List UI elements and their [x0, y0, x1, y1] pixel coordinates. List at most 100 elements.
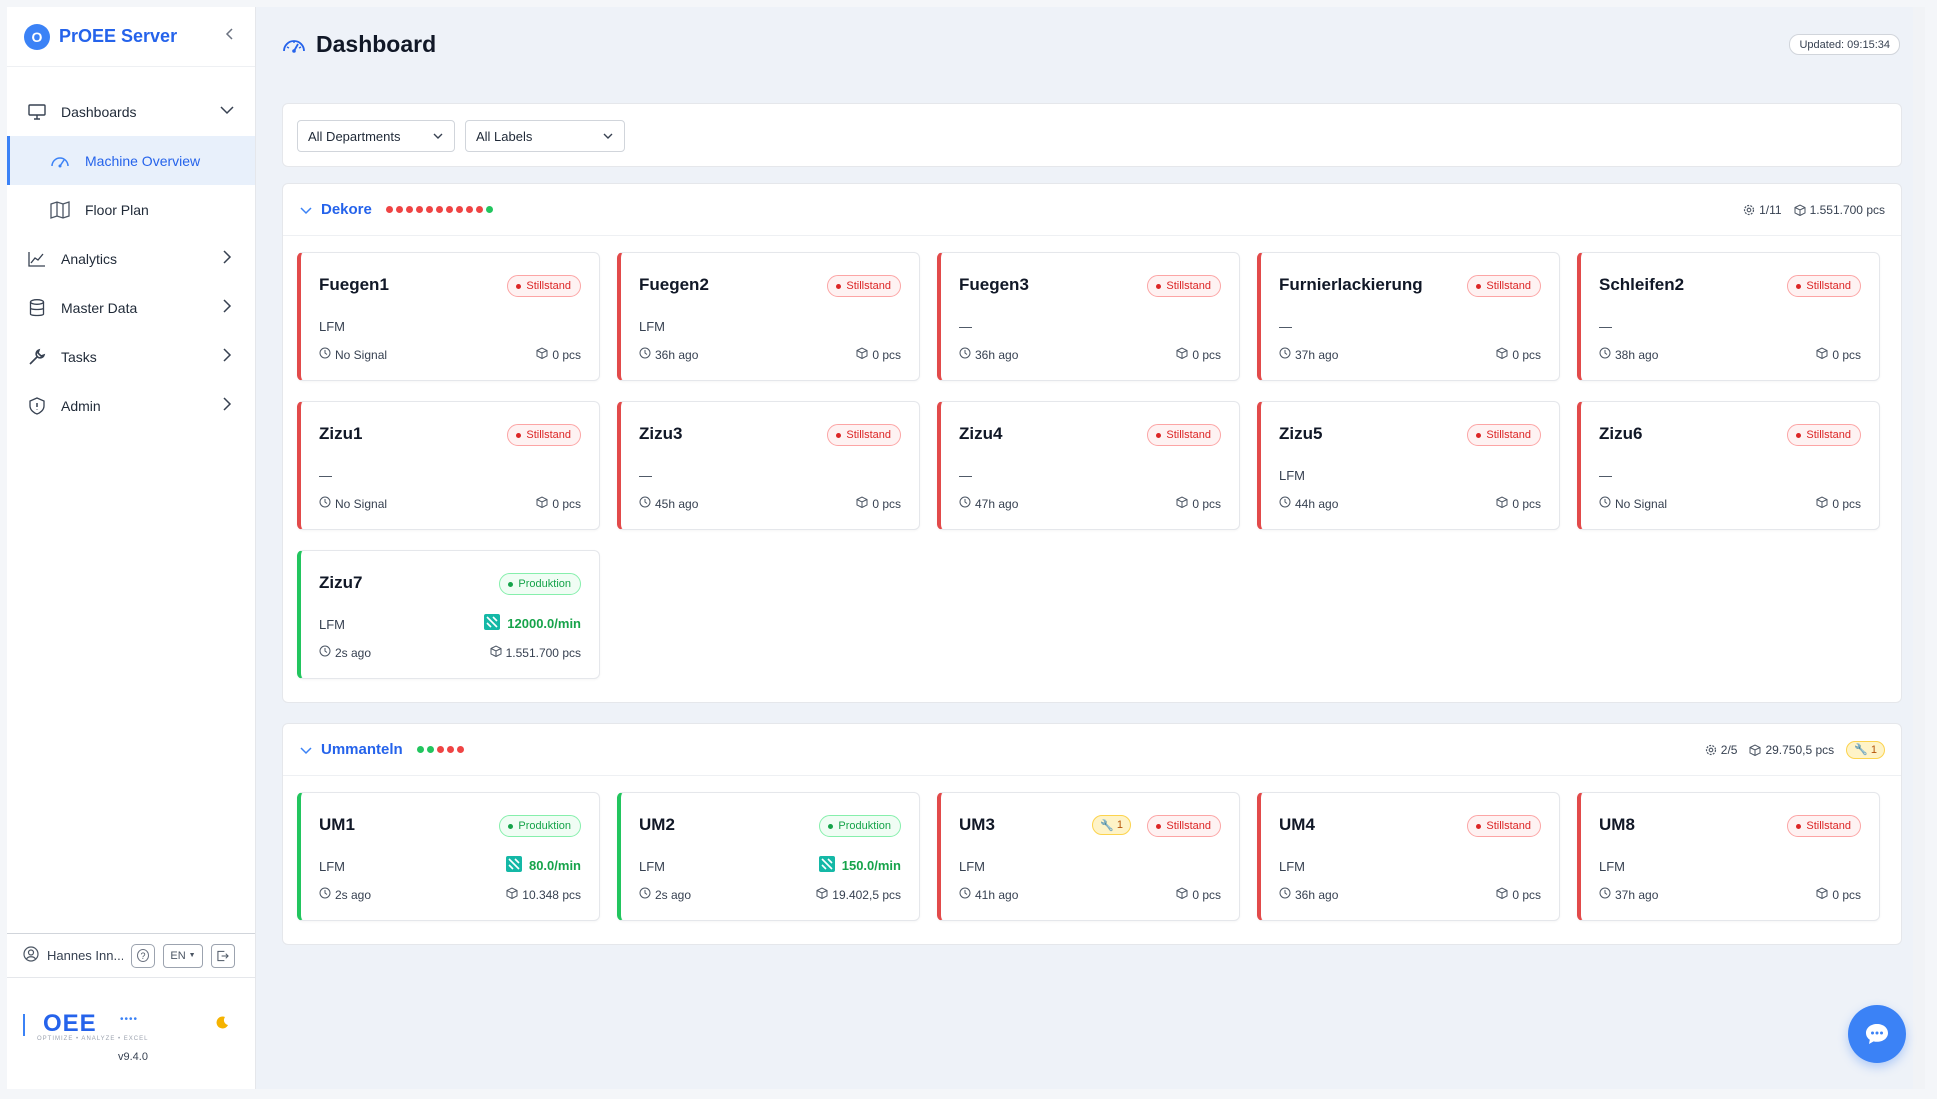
sidebar-item-label: Master Data	[61, 299, 138, 316]
machine-card[interactable]: Zizu6 Stillstand — No Signal 0 pcs	[1577, 401, 1880, 530]
machine-unit: —	[959, 468, 972, 483]
group-header[interactable]: Dekore 1/11 1.551.700 pcs	[283, 184, 1901, 236]
moon-icon[interactable]	[215, 1016, 229, 1033]
sidebar-item-master-data[interactable]: Master Data	[7, 283, 255, 332]
clock-icon	[959, 347, 971, 362]
machine-card[interactable]: UM4 Stillstand LFM 36h ago 0 pcs	[1257, 792, 1560, 921]
status-label: Stillstand	[1806, 820, 1851, 832]
label-select[interactable]: All Labels	[465, 120, 625, 152]
piece-count: 0 pcs	[1816, 496, 1861, 511]
box-icon	[536, 347, 548, 362]
machine-card[interactable]: Fuegen1 Stillstand LFM No Signal 0 pcs	[297, 252, 600, 381]
rate-icon	[818, 855, 836, 876]
machine-card[interactable]: Zizu1 Stillstand — No Signal 0 pcs	[297, 401, 600, 530]
machine-name: Furnierlackierung	[1279, 275, 1423, 294]
piece-count-value: 0 pcs	[1832, 887, 1861, 902]
status-badge: Stillstand	[1467, 275, 1541, 297]
pieces-total: 29.750,5 pcs	[1749, 743, 1834, 757]
chevron-right-icon[interactable]	[219, 347, 235, 366]
status-dot	[516, 432, 522, 438]
status-badge: Stillstand	[507, 275, 581, 297]
machine-card[interactable]: Zizu3 Stillstand —45h ago 0 pcs	[617, 401, 920, 530]
pieces-total-value: 1.551.700 pcs	[1809, 202, 1885, 217]
scrollbar[interactable]	[1913, 7, 1925, 1089]
task-badge[interactable]: 🔧 1	[1846, 740, 1885, 759]
machine-card[interactable]: Furnierlackierung Stillstand —37h ago 0 pcs	[1257, 252, 1560, 381]
chevron-down-icon[interactable]	[299, 203, 313, 217]
clock-icon	[959, 496, 971, 511]
last-signal-value: 41h ago	[975, 887, 1019, 902]
machine-card[interactable]: Zizu4 Stillstand —47h ago 0 pcs	[937, 401, 1240, 530]
sidebar-item-admin[interactable]: Admin	[7, 381, 255, 430]
status-label: Stillstand	[526, 429, 571, 441]
machine-name: Schleifen2	[1599, 275, 1685, 294]
machine-unit: LFM	[959, 859, 985, 874]
group-name[interactable]: Dekore	[321, 201, 372, 218]
box-icon	[856, 347, 868, 362]
group-dekore: Dekore 1/11 1.551.700 pcs Fuegen1 Stillst…	[282, 183, 1902, 703]
machine-rate: 80.0/min	[505, 855, 581, 876]
last-signal-value: 36h ago	[975, 347, 1019, 362]
status-badge: Stillstand	[1787, 815, 1861, 837]
status-label: Stillstand	[1806, 429, 1851, 441]
group-name[interactable]: Ummanteln	[321, 741, 403, 758]
sidebar-item-machine-overview[interactable]: Machine Overview	[7, 136, 255, 185]
chevron-right-icon[interactable]	[219, 396, 235, 415]
box-icon	[536, 496, 548, 511]
status-label: Stillstand	[1486, 820, 1531, 832]
sidebar-item-dashboards[interactable]: Dashboards	[7, 87, 255, 136]
status-dot	[456, 746, 464, 753]
task-count: 1	[1870, 743, 1877, 756]
machine-card[interactable]: Zizu5 Stillstand LFM 44h ago 0 pcs	[1257, 401, 1560, 530]
help-button[interactable]: ?	[131, 943, 155, 968]
machine-card[interactable]: Fuegen2 Stillstand LFM 36h ago 0 pcs	[617, 252, 920, 381]
sidebar-item-floor-plan[interactable]: Floor Plan	[7, 185, 255, 234]
box-icon	[490, 645, 502, 660]
status-badge: Stillstand	[1787, 424, 1861, 446]
status-badge: Stillstand	[1467, 424, 1541, 446]
piece-count-value: 1.551.700 pcs	[505, 645, 581, 660]
machine-name: UM4	[1279, 815, 1315, 834]
chevron-down-icon[interactable]	[299, 743, 313, 757]
last-signal: 36h ago	[639, 347, 698, 362]
user-name[interactable]: Hannes Inn...	[47, 948, 123, 963]
machine-card[interactable]: UM1 Produktion LFM 80.0/min 2s ago 10.348 pcs	[297, 792, 600, 921]
chat-button[interactable]	[1848, 1005, 1906, 1063]
last-signal-value: 36h ago	[655, 347, 699, 362]
task-badge[interactable]: 🔧 1	[1092, 815, 1131, 835]
last-signal-value: 45h ago	[655, 496, 699, 511]
group-header[interactable]: Ummanteln 2/5 29.750,5 pcs 🔧 1	[283, 724, 1901, 776]
sidebar-item-tasks[interactable]: Tasks	[7, 332, 255, 381]
machine-card[interactable]: Schleifen2 Stillstand —38h ago 0 pcs	[1577, 252, 1880, 381]
status-dot	[508, 581, 514, 587]
chevron-right-icon[interactable]	[219, 298, 235, 317]
brand-name[interactable]: PrOEE Server	[59, 26, 178, 46]
machine-unit: LFM	[319, 319, 345, 334]
chart-line-icon	[26, 248, 48, 270]
status-badge: Stillstand	[1147, 815, 1221, 837]
machine-card[interactable]: Fuegen3 Stillstand —36h ago 0 pcs	[937, 252, 1240, 381]
status-dot	[445, 206, 453, 213]
language-select[interactable]: EN ▼	[163, 943, 203, 968]
piece-count: 10.348 pcs	[506, 887, 581, 902]
machine-card[interactable]: Zizu7 Produktion LFM 12000.0/min 2s ago 1.551…	[297, 550, 600, 679]
chevron-right-icon[interactable]	[219, 249, 235, 268]
machine-unit: LFM	[319, 859, 345, 874]
brand-logo[interactable]: O	[24, 23, 50, 50]
box-icon	[506, 887, 518, 902]
piece-count: 0 pcs	[1176, 496, 1221, 511]
last-signal-value: 37h ago	[1295, 347, 1339, 362]
main-content: Dashboard Updated: 09:15:34 All Departme…	[256, 7, 1925, 1089]
wrench-icon: 🔧	[1100, 819, 1114, 832]
collapse-sidebar-icon[interactable]	[223, 27, 237, 46]
logout-button[interactable]	[211, 943, 235, 968]
department-select[interactable]: All Departments	[297, 120, 455, 152]
machine-card[interactable]: UM3 🔧 1 Stillstand LFM 41h ago 0 pcs	[937, 792, 1240, 921]
sidebar-item-analytics[interactable]: Analytics	[7, 234, 255, 283]
group-stats: 2/5 29.750,5 pcs 🔧 1	[1705, 740, 1885, 759]
chevron-down-icon[interactable]	[219, 102, 235, 121]
machine-card[interactable]: UM8 Stillstand LFM 37h ago 0 pcs	[1577, 792, 1880, 921]
gear-icon	[1705, 744, 1716, 755]
page-title-text: Dashboard	[316, 31, 437, 57]
machine-card[interactable]: UM2 Produktion LFM 150.0/min 2s ago 19.402,5 …	[617, 792, 920, 921]
